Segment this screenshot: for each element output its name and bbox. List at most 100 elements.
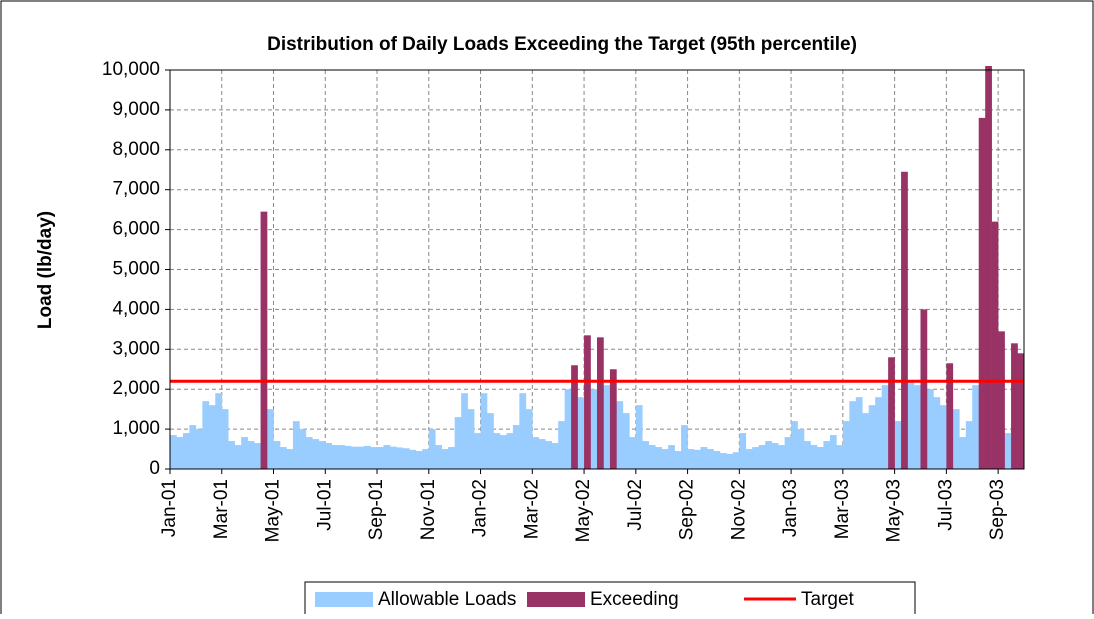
x-tick-label: Mar-01 <box>211 479 232 539</box>
bar <box>422 449 430 469</box>
bar <box>351 446 358 469</box>
bar <box>584 335 591 469</box>
y-tick-label: 1,000 <box>112 418 160 439</box>
bar <box>331 445 339 469</box>
bar <box>525 409 533 469</box>
bar <box>862 413 870 469</box>
bar <box>279 447 287 469</box>
bar <box>364 445 371 469</box>
bar <box>655 447 662 469</box>
bar <box>590 389 598 469</box>
bar <box>461 393 468 469</box>
bar <box>558 421 565 469</box>
bar <box>532 437 540 469</box>
bar <box>344 445 352 469</box>
bar <box>241 437 248 469</box>
bar <box>234 445 242 469</box>
bar <box>597 337 604 469</box>
bar <box>208 405 216 469</box>
bar <box>998 331 1005 469</box>
bar <box>338 445 345 469</box>
bar <box>519 393 527 469</box>
bar <box>914 385 921 469</box>
bar <box>467 409 475 469</box>
bar <box>564 389 572 469</box>
y-tick-label: 3,000 <box>112 338 160 359</box>
legend-swatch <box>315 592 373 607</box>
bar <box>855 397 863 469</box>
bar <box>402 448 410 469</box>
bar <box>474 433 481 469</box>
bar <box>933 397 941 469</box>
bar <box>603 385 611 469</box>
bar <box>978 117 986 469</box>
bar <box>182 433 190 469</box>
x-tick-label: May-02 <box>573 479 594 542</box>
legend-label: Allowable Loads <box>378 589 516 610</box>
bar <box>991 221 999 469</box>
bar <box>823 441 831 469</box>
bar <box>629 437 637 469</box>
bar <box>377 447 384 469</box>
bar <box>804 441 811 469</box>
bar <box>538 439 546 469</box>
bar <box>299 429 307 469</box>
bar <box>739 433 747 469</box>
bar <box>260 211 268 469</box>
bar <box>441 449 449 469</box>
y-tick-label: 10,000 <box>102 59 160 80</box>
bar <box>797 429 805 469</box>
bar <box>454 417 462 469</box>
bar <box>668 445 675 469</box>
bar <box>894 421 902 469</box>
bar <box>732 452 740 469</box>
bar <box>849 401 857 469</box>
y-tick-label: 0 <box>149 458 160 479</box>
bar <box>674 451 682 469</box>
bar <box>778 445 785 469</box>
x-tick-label: Nov-01 <box>418 479 439 540</box>
y-tick-label: 2,000 <box>112 378 160 399</box>
bar <box>810 445 818 469</box>
x-tick-label: Mar-02 <box>521 479 542 539</box>
bar <box>499 435 507 469</box>
y-tick-label: 6,000 <box>112 219 160 240</box>
bar <box>881 385 889 469</box>
y-tick-label: 7,000 <box>112 179 160 200</box>
bar <box>648 445 656 469</box>
x-tick-label: Jul-01 <box>314 479 335 531</box>
bar <box>415 451 423 469</box>
bar <box>487 413 494 469</box>
bar <box>493 433 501 469</box>
bar <box>396 447 404 469</box>
y-tick-label: 4,000 <box>112 298 160 319</box>
bar <box>920 309 928 469</box>
bar <box>409 449 417 469</box>
bar <box>868 405 876 469</box>
bar <box>907 381 915 469</box>
bar <box>512 425 520 469</box>
y-axis-label: Load (lb/day) <box>35 211 56 329</box>
bar <box>318 441 326 469</box>
bar <box>195 429 203 469</box>
x-tick-label: Sep-01 <box>366 479 387 540</box>
plot-frame <box>169 69 1025 470</box>
bar <box>791 421 798 469</box>
bar <box>985 66 992 469</box>
bar <box>642 441 650 469</box>
x-tick-label: Sep-02 <box>677 479 698 540</box>
bar <box>681 425 688 469</box>
x-tick-label: Nov-02 <box>728 479 749 540</box>
x-tick-label: Mar-03 <box>832 479 853 539</box>
bar <box>480 393 488 469</box>
x-tick-label: May-01 <box>263 479 284 542</box>
bar <box>939 405 947 469</box>
bar <box>292 421 300 469</box>
x-tick-label: Jul-02 <box>625 479 646 531</box>
bar <box>616 401 624 469</box>
bar <box>901 171 908 469</box>
bar <box>842 421 850 469</box>
bar <box>661 449 669 469</box>
